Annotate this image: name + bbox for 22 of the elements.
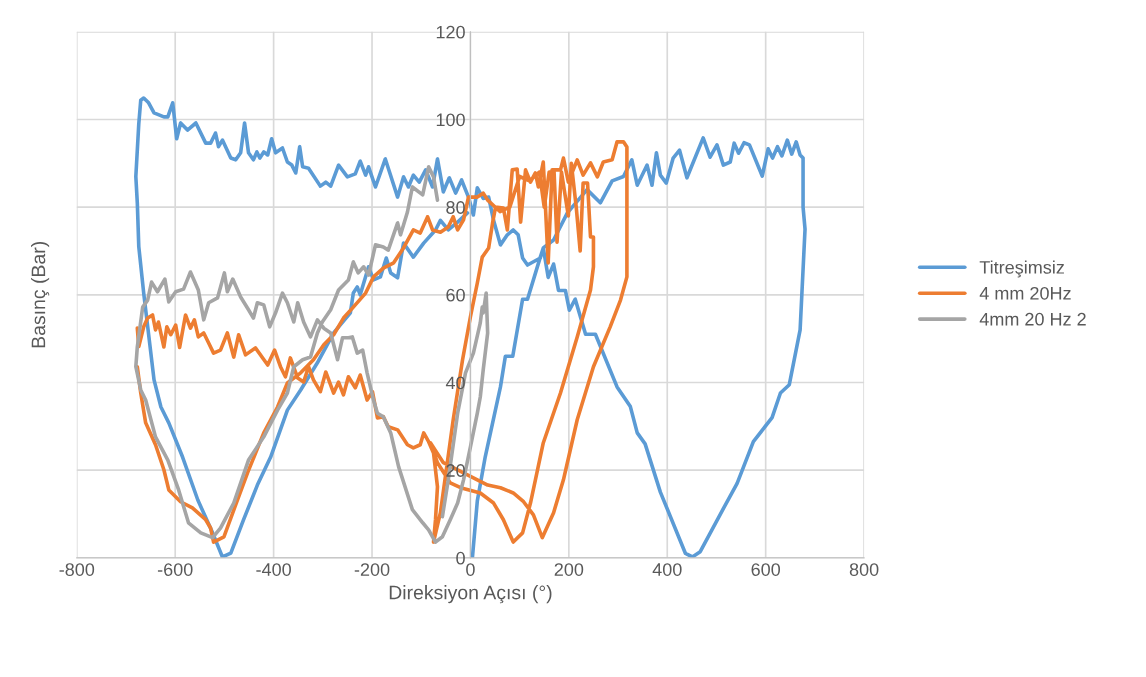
y-tick-label: 80 xyxy=(446,201,465,214)
y-axis-title: Basınç (Bar) xyxy=(31,242,50,348)
x-tick-label: 400 xyxy=(652,563,682,576)
y-tick-label: 20 xyxy=(446,464,465,477)
line-series xyxy=(134,165,490,544)
x-tick-label: -600 xyxy=(157,563,193,576)
legend-label: 4 mm 20Hz xyxy=(979,286,1071,300)
legend-label: 4mm 20 Hz 2 xyxy=(979,312,1086,326)
x-tick-label: 200 xyxy=(554,563,584,576)
x-axis-title: Direksiyon Açısı (°) xyxy=(389,585,552,604)
x-tick-label: -200 xyxy=(354,563,390,576)
y-tick-label: 60 xyxy=(446,288,465,302)
y-tick-label: 0 xyxy=(456,551,465,565)
y-tick-label: 120 xyxy=(436,25,465,39)
x-tick-label: 0 xyxy=(466,563,475,576)
x-tick-label: -400 xyxy=(256,563,291,576)
legend-label: Titreşimsiz xyxy=(979,260,1064,278)
x-tick-label: 800 xyxy=(849,563,879,576)
x-tick-label: 600 xyxy=(751,563,781,576)
y-tick-label: 100 xyxy=(436,113,465,127)
line-series xyxy=(135,140,629,544)
x-tick-label: -800 xyxy=(59,563,95,576)
